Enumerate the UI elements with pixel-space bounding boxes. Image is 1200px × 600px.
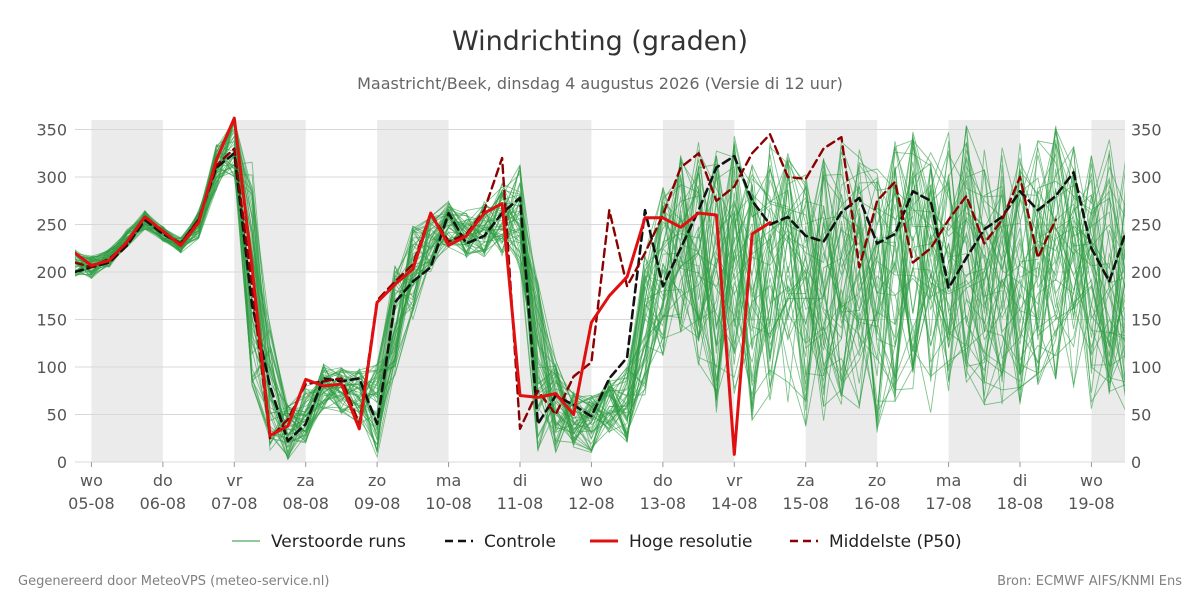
perturbed-run-line: [75, 119, 1125, 435]
perturbed-run-line: [75, 125, 1125, 454]
y-axis-right: 0 50 100 150 200 250 300 350: [1131, 121, 1162, 473]
control-series-line: [75, 152, 1125, 443]
hires-series-line: [75, 116, 772, 456]
x-tick-date: 18-08: [997, 494, 1044, 513]
y-tick-label-right: 350: [1131, 121, 1162, 140]
x-tick-day: ma: [936, 471, 961, 490]
legend-label-perturbed: Verstoorde runs: [271, 532, 406, 552]
y-tick-label-right: 50: [1131, 406, 1151, 425]
x-tick-day: wo: [1080, 471, 1103, 490]
y-tick-label-left: 250: [36, 216, 67, 235]
x-tick-day: do: [153, 471, 173, 490]
median-series-line: [75, 133, 1057, 440]
perturbed-run-line: [75, 127, 1125, 439]
y-tick-label-left: 150: [36, 311, 67, 330]
main-series: [75, 116, 1125, 456]
perturbed-run-line: [75, 127, 1125, 430]
x-axis: wo 05-08 do 06-08 vr 07-08 za 08-08 zo 09-08 ma 10-…: [68, 462, 1115, 513]
x-tick-day: vr: [226, 471, 242, 490]
y-tick-label-right: 100: [1131, 358, 1162, 377]
x-tick-date: 08-08: [282, 494, 329, 513]
chart-subtitle: Maastricht/Beek, dinsdag 4 augustus 2026…: [357, 74, 843, 93]
chart-title: Windrichting (graden): [452, 26, 748, 57]
y-tick-label-left: 100: [36, 358, 67, 377]
footer-generator: Gegenereerd door MeteoVPS (meteo-service…: [18, 574, 329, 589]
x-tick-date: 07-08: [211, 494, 258, 513]
perturbed-run-line: [75, 118, 1125, 451]
x-tick-date: 17-08: [925, 494, 972, 513]
x-tick-day: di: [513, 471, 528, 490]
y-tick-label-left: 50: [47, 406, 67, 425]
legend-label-control: Controle: [484, 532, 556, 552]
x-tick-date: 19-08: [1068, 494, 1115, 513]
x-tick-day: ma: [436, 471, 461, 490]
y-tick-label-right: 0: [1131, 453, 1141, 472]
perturbed-run-line: [75, 143, 1125, 442]
x-tick-day: zo: [868, 471, 886, 490]
legend-label-median: Middelste (P50): [829, 532, 962, 552]
legend-label-hires: Hoge resolutie: [629, 532, 753, 552]
x-tick-day: do: [653, 471, 673, 490]
y-tick-label-right: 150: [1131, 311, 1162, 330]
x-tick-date: 10-08: [425, 494, 472, 513]
y-tick-label-right: 300: [1131, 168, 1162, 187]
y-tick-label-right: 250: [1131, 216, 1162, 235]
y-tick-label-left: 300: [36, 168, 67, 187]
x-tick-date: 11-08: [497, 494, 544, 513]
x-tick-day: zo: [368, 471, 386, 490]
x-tick-date: 16-08: [854, 494, 901, 513]
x-tick-day: wo: [80, 471, 103, 490]
x-tick-date: 12-08: [568, 494, 615, 513]
x-tick-date: 06-08: [140, 494, 187, 513]
perturbed-run-line: [75, 122, 1125, 434]
x-tick-date: 09-08: [354, 494, 401, 513]
y-tick-label-left: 0: [57, 453, 67, 472]
perturbed-run-line: [75, 118, 1125, 438]
y-tick-label-left: 350: [36, 121, 67, 140]
x-tick-day: vr: [726, 471, 742, 490]
legend: Verstoorde runs Controle Hoge resolutie Mid…: [232, 532, 962, 552]
x-tick-day: za: [297, 471, 315, 490]
weekend-band: [91, 120, 163, 462]
perturbed-run-line: [75, 118, 1125, 428]
x-tick-date: 13-08: [640, 494, 687, 513]
x-tick-date: 15-08: [782, 494, 829, 513]
y-axis-left: 0 50 100 150 200 250 300 350: [36, 121, 67, 473]
x-tick-date: 14-08: [711, 494, 758, 513]
footer-source: Bron: ECMWF AIFS/KNMI Ens: [997, 574, 1182, 589]
x-tick-day: wo: [580, 471, 603, 490]
y-tick-label-left: 200: [36, 263, 67, 282]
x-tick-date: 05-08: [68, 494, 115, 513]
x-tick-day: di: [1013, 471, 1028, 490]
y-tick-label-right: 200: [1131, 263, 1162, 282]
x-tick-day: za: [797, 471, 815, 490]
